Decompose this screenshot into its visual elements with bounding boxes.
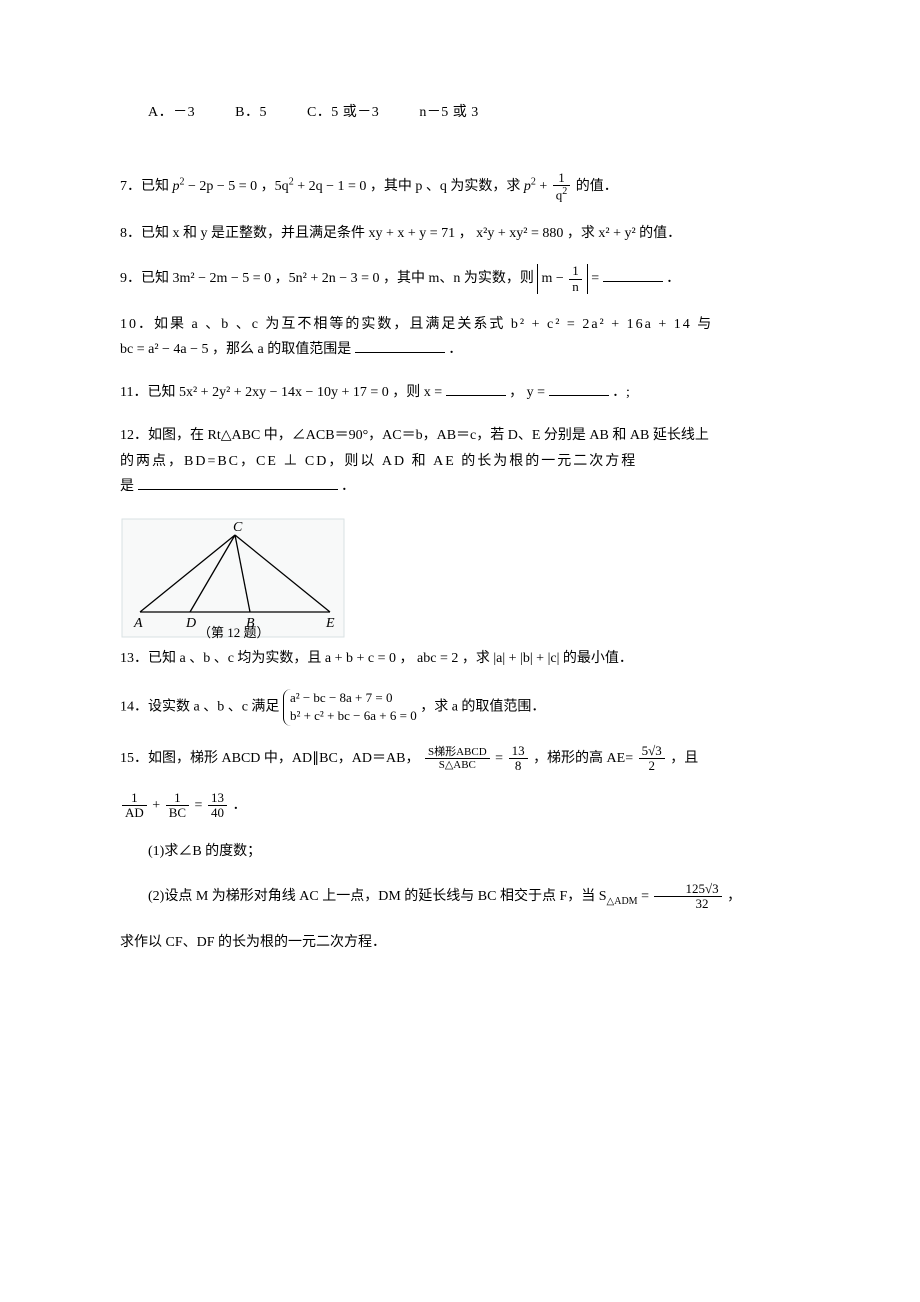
q6-opt-c: C．5 或－3 <box>307 100 379 125</box>
q12-l1: 12．如图，在 Rt△ABC 中，∠ACB＝90°，AC＝b，AB＝c，若 D、… <box>120 428 709 443</box>
q9-frac: 1 n <box>569 264 582 294</box>
q12-label-c: C <box>233 520 243 535</box>
q15-eq1: = <box>495 751 506 766</box>
q7-p2: p <box>524 179 531 194</box>
q9: 9．已知 3m² − 2m − 5 = 0 ，5n² + 2n − 3 = 0 … <box>120 264 800 294</box>
q12-label-a: A <box>133 616 143 631</box>
q12-figure: C A D B E （第 12 题） <box>120 517 800 642</box>
q15-line2: 1 AD + 1 BC = 13 40 ． <box>120 791 800 821</box>
q15-frac5: 1 BC <box>166 791 189 821</box>
q11-text: 11．已知 5x² + 2y² + 2xy − 14x − 10y + 17 =… <box>120 385 446 400</box>
q9-frac-den: n <box>569 280 582 294</box>
q15-frac4: 1 AD <box>122 791 147 821</box>
q15-l1c: ，且 <box>670 751 698 766</box>
q9-abs-lhs: m − <box>541 271 567 286</box>
q6-options: A．－3 B．5 C．5 或－3 n－5 或 3 <box>120 100 800 125</box>
q15: 15．如图，梯形 ABCD 中，AD∥BC，AD＝AB， S梯形ABCD S△A… <box>120 744 800 774</box>
q15-plus: + <box>152 798 163 813</box>
q7-frac-den: q2 <box>553 186 571 203</box>
q15-f6n: 13 <box>208 791 227 806</box>
q15-f5n: 1 <box>166 791 189 806</box>
q15-f1n: S梯形ABCD <box>425 746 490 759</box>
q14-row1: a² − bc − 8a + 7 = 0 <box>290 689 417 707</box>
q12-label-d: D <box>185 616 196 631</box>
q12-tail: ． <box>341 479 355 494</box>
q9-abs: m − 1 n <box>537 264 587 294</box>
q12: 12．如图，在 Rt△ABC 中，∠ACB＝90°，AC＝b，AB＝c，若 D、… <box>120 423 800 499</box>
q10-l1: 10．如果 a 、b 、c 为互不相等的实数，且满足关系式 b² + c² = … <box>120 317 713 332</box>
q15-p2b: ， <box>727 889 741 904</box>
q12-svg: C A D B E （第 12 题） <box>120 517 350 642</box>
q15-frac6: 13 40 <box>208 791 227 821</box>
q14-prefix: 14．设实数 a 、b 、c 满足 <box>120 700 283 715</box>
q11-tail: ．; <box>612 385 630 400</box>
q13: 13．已知 a 、b 、c 均为实数，且 a + b + c = 0 ， abc… <box>120 646 800 671</box>
q14-row2: b² + c² + bc − 6a + 6 = 0 <box>290 707 417 725</box>
q15-f3n: 5√3 <box>639 744 665 759</box>
q12-caption: （第 12 题） <box>198 625 270 640</box>
page: A．－3 B．5 C．5 或－3 n－5 或 3 7．已知 p2 − 2p − … <box>0 0 920 1302</box>
q7-mid1: − 2p − 5 = 0 ，5q <box>188 179 289 194</box>
q15-f1d: S△ABC <box>425 759 490 771</box>
q15-frac3: 5√3 2 <box>639 744 665 774</box>
q15-frac2: 13 8 <box>509 744 528 774</box>
q10-tail: ． <box>448 342 462 357</box>
q15-p2eq: = <box>641 889 652 904</box>
q15-p2: (2)设点 M 为梯形对角线 AC 上一点，DM 的延长线与 BC 相交于点 F… <box>120 882 800 912</box>
q12-l2: 的两点，BD=BC，CE ⊥ CD，则以 AD 和 AE 的长为根的一元二次方程 <box>120 454 637 469</box>
q15-l1b: ，梯形的高 AE= <box>533 751 637 766</box>
q10: 10．如果 a 、b 、c 为互不相等的实数，且满足关系式 b² + c² = … <box>120 312 800 362</box>
q6-opt-b: B．5 <box>235 100 267 125</box>
q14: 14．设实数 a 、b 、c 满足 a² − bc − 8a + 7 = 0 b… <box>120 689 800 725</box>
q11: 11．已知 5x² + 2y² + 2xy − 14x − 10y + 17 =… <box>120 380 800 405</box>
q7: 7．已知 p2 − 2p − 5 = 0 ，5q2 + 2q − 1 = 0 ，… <box>120 171 800 203</box>
q15-p2sub: △ADM <box>607 896 638 907</box>
q10-blank <box>355 338 445 353</box>
q8: 8．已知 x 和 y 是正整数，并且满足条件 xy + x + y = 71 ，… <box>120 221 800 246</box>
q15-f7d: 32 <box>654 897 721 911</box>
q15-p2a: (2)设点 M 为梯形对角线 AC 上一点，DM 的延长线与 BC 相交于点 F… <box>148 889 607 904</box>
q15-l1a: 15．如图，梯形 ABCD 中，AD∥BC，AD＝AB， <box>120 751 419 766</box>
q9-tail: ． <box>666 271 680 286</box>
q9-prefix: 9．已知 3m² − 2m − 5 = 0 ，5n² + 2n − 3 = 0 … <box>120 271 537 286</box>
q11-blank-x <box>446 381 506 396</box>
q15-f7n: 125√3 <box>654 882 721 897</box>
q15-f2d: 8 <box>509 759 528 773</box>
q11-mid: ， y = <box>509 385 548 400</box>
q9-blank <box>603 267 663 282</box>
q7-prefix: 7．已知 <box>120 179 173 194</box>
q13-text: 13．已知 a 、b 、c 均为实数，且 a + b + c = 0 ， abc… <box>120 651 633 666</box>
q12-l3: 是 <box>120 479 138 494</box>
q15-p1: (1)求∠B 的度数； <box>120 839 800 864</box>
q6-opt-a: A．－3 <box>148 100 195 125</box>
q15-l2b: ． <box>232 798 246 813</box>
q9-eq: = <box>591 271 602 286</box>
q15-f3d: 2 <box>639 759 665 773</box>
q14-cases: a² − bc − 8a + 7 = 0 b² + c² + bc − 6a +… <box>283 689 417 725</box>
q8-text: 8．已知 x 和 y 是正整数，并且满足条件 xy + x + y = 71 ，… <box>120 226 681 241</box>
q15-f4d: AD <box>122 806 147 820</box>
q15-f6d: 40 <box>208 806 227 820</box>
q15-f2n: 13 <box>509 744 528 759</box>
q7-p: p <box>173 179 180 194</box>
q12-blank <box>138 475 338 490</box>
q10-l2: bc = a² − 4a − 5 ，那么 a 的取值范围是 <box>120 342 355 357</box>
q12-label-e: E <box>325 616 335 631</box>
q6-opt-d: n－5 或 3 <box>419 100 479 125</box>
q7-tail: 的值． <box>576 179 618 194</box>
q7-mid2: + 2q − 1 = 0 ，其中 p 、q 为实数，求 <box>297 179 524 194</box>
q7-frac-num: 1 <box>553 171 571 186</box>
q15-f4n: 1 <box>122 791 147 806</box>
q7-frac: 1 q2 <box>553 171 571 203</box>
q15-frac1: S梯形ABCD S△ABC <box>425 746 490 771</box>
q15-p3: 求作以 CF、DF 的长为根的一元二次方程． <box>120 930 800 955</box>
q9-frac-num: 1 <box>569 264 582 279</box>
q14-tail: ，求 a 的取值范围． <box>420 700 545 715</box>
q11-blank-y <box>549 381 609 396</box>
q15-frac7: 125√3 32 <box>654 882 721 912</box>
q15-eq2: = <box>195 798 206 813</box>
q15-f5d: BC <box>166 806 189 820</box>
